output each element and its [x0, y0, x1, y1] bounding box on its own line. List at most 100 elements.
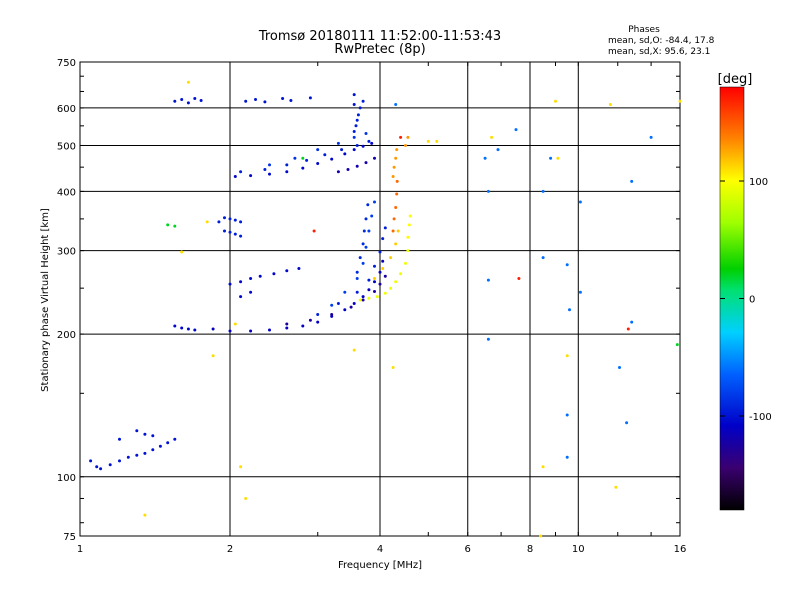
echo-point: [358, 298, 362, 302]
echo-point: [143, 451, 147, 455]
colorbar-label: [deg]: [718, 72, 753, 87]
echo-point: [301, 166, 305, 170]
y-tick-label: 200: [57, 330, 76, 341]
echo-point: [108, 463, 112, 467]
y-axis-label: Stationary phase Virtual Height [km]: [40, 208, 51, 392]
echo-point: [358, 256, 362, 260]
echo-point: [330, 313, 334, 316]
echo-point: [352, 135, 356, 139]
plot-area: 1 2 4 6 8 10 16 75 100 200 300 400 500 600 750: [57, 58, 686, 555]
echo-point: [263, 168, 267, 171]
echo-point: [323, 153, 327, 157]
echo-point: [205, 220, 209, 224]
echo-point: [193, 97, 197, 100]
echo-point: [394, 156, 398, 160]
echo-point: [249, 290, 253, 294]
echo-point: [158, 444, 162, 448]
echo-point: [316, 162, 320, 165]
echo-point: [336, 170, 340, 174]
echo-point: [186, 80, 190, 84]
echo-point: [312, 229, 316, 233]
echo-point: [223, 229, 226, 233]
echo-point: [233, 232, 237, 236]
x-tick-label: 10: [572, 544, 585, 555]
echo-point: [630, 179, 634, 183]
echo-point: [180, 326, 184, 330]
echo-point: [373, 264, 376, 268]
colorbar-tick-label: 0: [749, 295, 755, 306]
echo-point: [678, 99, 682, 103]
echo-point: [389, 286, 393, 290]
echo-point: [239, 465, 243, 469]
echo-point: [394, 280, 398, 284]
echo-point: [539, 534, 543, 538]
echo-point: [608, 103, 612, 106]
echo-point: [389, 256, 393, 260]
echo-point: [233, 322, 237, 326]
echo-point: [626, 327, 630, 331]
echo-point: [355, 144, 359, 147]
echo-point: [578, 290, 582, 294]
y-tick-label: 500: [57, 141, 76, 152]
echo-point: [330, 157, 334, 161]
x-tick-label: 16: [674, 544, 687, 555]
echo-point: [330, 303, 334, 307]
echo-point: [305, 158, 309, 162]
echo-point: [316, 313, 320, 316]
echo-point: [301, 324, 305, 328]
echo-point: [239, 280, 243, 284]
echo-point: [370, 214, 374, 218]
echo-point: [541, 256, 545, 260]
echo-point: [346, 168, 350, 171]
echo-point: [308, 318, 312, 322]
echo-point: [166, 223, 170, 227]
echo-point: [355, 270, 359, 274]
echo-point: [630, 320, 634, 324]
echo-point: [373, 200, 376, 204]
echo-point: [316, 320, 320, 324]
y-tick-label: 300: [57, 247, 76, 258]
echo-point: [352, 103, 356, 106]
echo-point: [239, 170, 243, 174]
phase-colorbar: [deg] -100 0 100: [718, 72, 772, 511]
echo-point: [378, 282, 382, 286]
echo-point: [343, 290, 347, 294]
echo-point: [180, 98, 184, 101]
echo-point: [399, 272, 403, 276]
echo-point: [285, 322, 289, 326]
echo-point: [367, 296, 371, 300]
echo-point: [367, 278, 371, 282]
echo-point: [541, 189, 545, 193]
echo-point: [126, 455, 130, 459]
chart-subtitle: RwPretec (8p): [334, 42, 425, 57]
echo-point: [233, 175, 237, 178]
echo-point: [406, 249, 410, 253]
echo-point: [118, 437, 121, 441]
echo-point: [490, 135, 494, 139]
echo-point: [383, 291, 387, 295]
echo-point: [268, 163, 271, 167]
echo-point: [361, 99, 365, 103]
echo-point: [349, 305, 353, 309]
echo-point: [407, 223, 411, 227]
colorbar-tick-label: 100: [749, 177, 768, 188]
echo-point: [244, 99, 248, 103]
echo-point: [285, 326, 289, 330]
echo-point: [354, 124, 358, 128]
phase-info-x: mean, sd,X: 95.6, 23.1: [608, 47, 710, 57]
echo-point: [223, 216, 226, 220]
echo-point: [514, 128, 518, 132]
phase-info-o: mean, sd,O: -84.4, 17.8: [608, 36, 715, 46]
echo-point: [614, 485, 618, 489]
echo-point: [285, 170, 289, 174]
echo-point: [625, 421, 629, 425]
echo-point: [554, 99, 557, 103]
echo-point: [228, 217, 232, 221]
echo-point: [173, 437, 177, 441]
echo-point: [367, 229, 371, 233]
echo-point: [435, 139, 439, 143]
echo-point: [395, 179, 399, 183]
echo-point: [565, 263, 569, 267]
echo-point: [281, 97, 285, 100]
